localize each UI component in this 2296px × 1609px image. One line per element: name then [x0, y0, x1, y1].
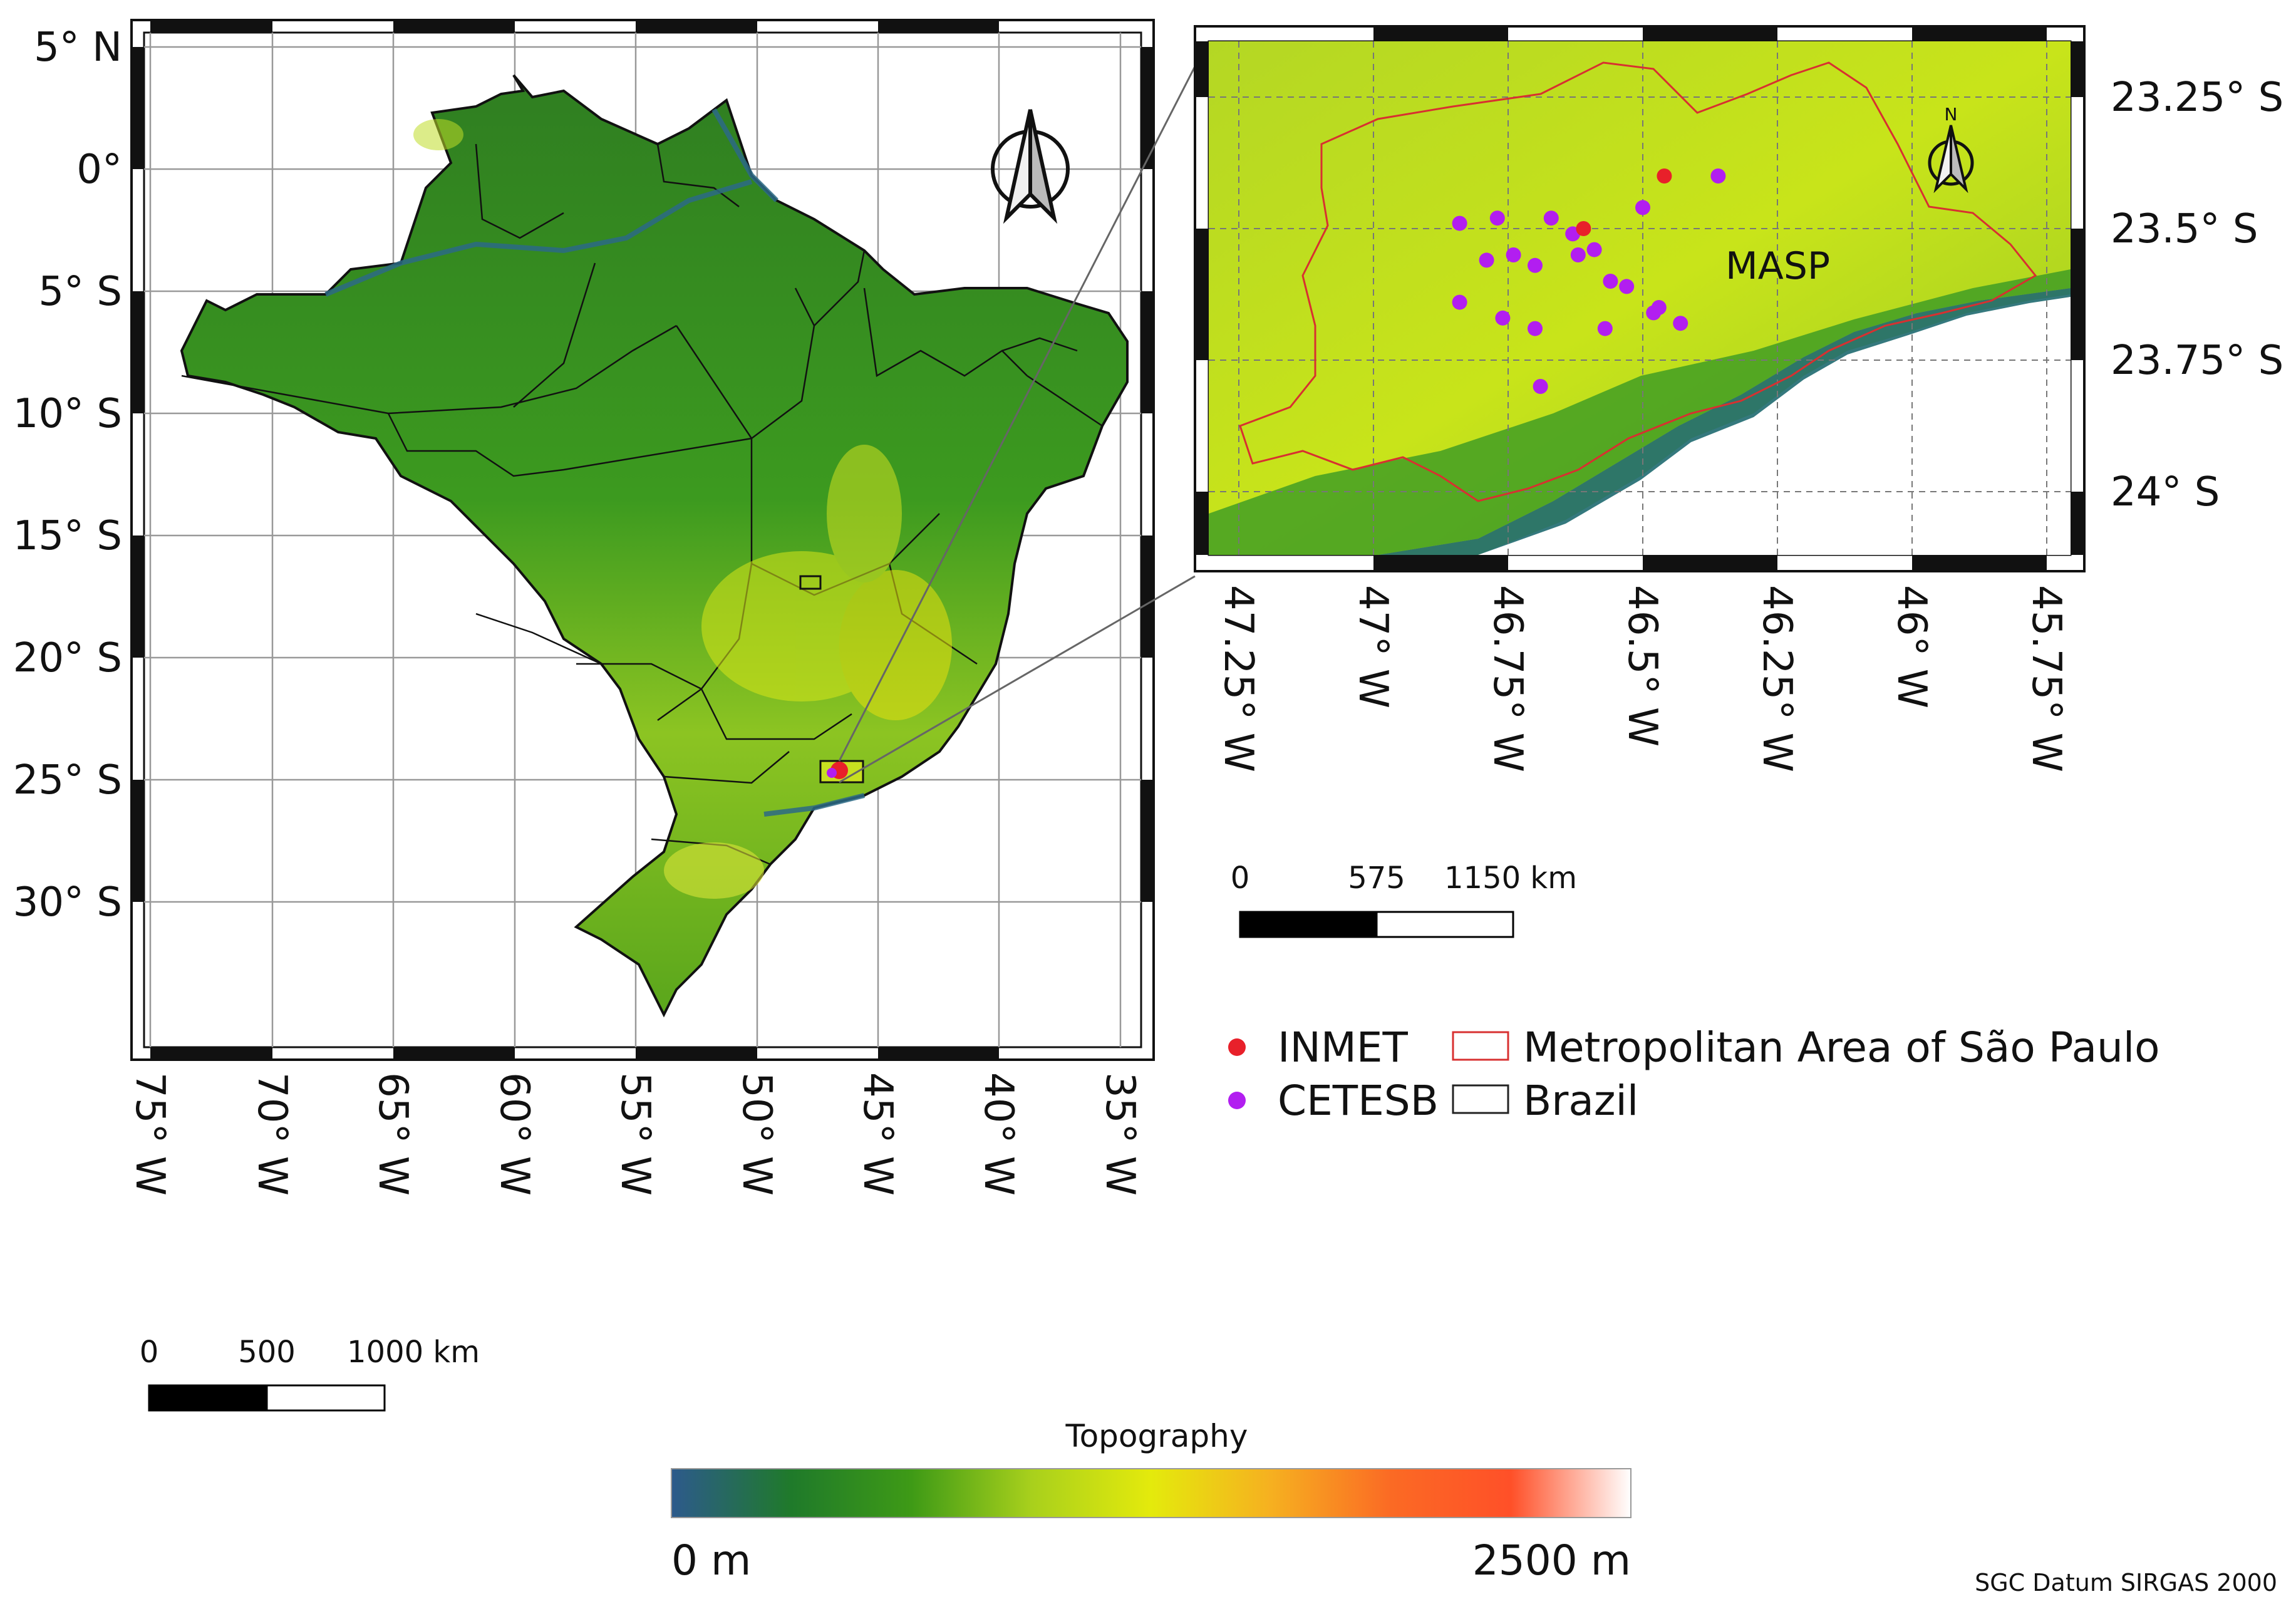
main-lon-label: 55° W — [612, 1072, 658, 1196]
main-map-border-ticks — [130, 19, 1155, 1061]
inset-stations — [1452, 168, 1726, 394]
main-lon-label: 35° W — [1097, 1072, 1143, 1196]
cetesb-station — [1533, 379, 1548, 394]
svg-text:1000 km: 1000 km — [347, 1335, 480, 1370]
main-lat-label: 10° S — [13, 391, 122, 437]
cetesb-station — [1635, 200, 1650, 215]
cetesb-station — [1646, 305, 1662, 321]
inset-region-label: MASP — [1725, 244, 1830, 288]
rivers — [324, 108, 865, 817]
main-lon-label: 50° W — [733, 1072, 780, 1196]
inmet-station — [1576, 221, 1591, 236]
main-lon-label: 70° W — [249, 1072, 295, 1196]
legend-cetesb-symbol — [1228, 1092, 1246, 1109]
cetesb-station — [1479, 252, 1494, 268]
cetesb-station — [1597, 321, 1613, 336]
colorbar-title: Topography — [1065, 1418, 1248, 1454]
main-lat-label: 5° N — [34, 24, 122, 71]
svg-text:575: 575 — [1348, 861, 1405, 896]
cetesb-station — [1673, 316, 1688, 331]
inset-lon-label: 47° W — [1350, 585, 1396, 708]
main-lon-label: 60° W — [491, 1072, 537, 1196]
datum-note: SGC Datum SIRGAS 2000 — [1975, 1569, 2277, 1596]
legend-masp-symbol — [1452, 1031, 1509, 1061]
main-lat-label: 0° — [76, 147, 122, 193]
inset-lat-labels: 23.25° S 23.5° S 23.75° S 24° S — [2111, 75, 2283, 515]
topography-colorbar: Topography 0 m 2500 m — [671, 1418, 1632, 1585]
inmet-station — [1657, 168, 1672, 184]
main-lat-label: 30° S — [13, 879, 122, 926]
svg-text:N: N — [1945, 104, 1958, 125]
north-arrow-icon — [991, 109, 1070, 224]
legend-brazil-label: Brazil — [1523, 1077, 1638, 1125]
inset-scale-bar: 0 575 1150 km — [1231, 861, 1577, 938]
svg-text:1150 km: 1150 km — [1444, 861, 1577, 896]
main-lon-labels: 75° W 70° W 65° W 60° W 55° W 50° W 45° W 40° W… — [127, 1072, 1143, 1196]
legend-masp-label: Metropolitan Area of São Paulo — [1523, 1023, 2160, 1072]
study-area-marker-cetesb — [827, 768, 837, 778]
cetesb-station — [1619, 279, 1635, 294]
svg-text:0: 0 — [140, 1335, 159, 1370]
main-map: 5° N 0° 5° S 10° S 15° S 20° S 25° S 30° S 75° … — [13, 19, 1155, 1196]
main-lat-label: 5° S — [38, 269, 122, 315]
inset-green-band — [1209, 269, 2071, 555]
legend-inmet-label: INMET — [1278, 1023, 1408, 1072]
inset-lon-label: 47.25° W — [1215, 585, 1261, 772]
colorbar-gradient — [671, 1468, 1632, 1518]
inset-lon-labels: 47.25° W 47° W 46.75° W 46.5° W 46.25° W 46° … — [1215, 585, 2069, 772]
colorbar-min-label: 0 m — [671, 1536, 751, 1585]
cetesb-station — [1452, 215, 1467, 231]
main-lat-labels: 5° N 0° 5° S 10° S 15° S 20° S 25° S 30° S — [13, 24, 122, 926]
cetesb-station — [1570, 247, 1586, 262]
legend-brazil-symbol — [1452, 1084, 1509, 1114]
main-lon-label: 45° W — [854, 1072, 901, 1196]
inset-coastal-lowland — [1378, 288, 2071, 555]
inset-lat-label: 23.5° S — [2111, 206, 2258, 252]
inset-north-arrow-icon: N — [1928, 104, 1974, 194]
legend: INMET CETESB Metropolitan Area of São Pa… — [1228, 1023, 2160, 1125]
federal-district — [799, 575, 822, 590]
svg-text:500: 500 — [238, 1335, 296, 1370]
cetesb-station — [1603, 274, 1618, 289]
inset-lon-label: 46.25° W — [1754, 585, 1800, 772]
cetesb-station — [1506, 247, 1521, 262]
main-lon-label: 65° W — [370, 1072, 416, 1196]
cetesb-station — [1528, 321, 1543, 336]
colorbar-max-label: 2500 m — [1472, 1536, 1631, 1585]
main-lon-label: 40° W — [975, 1072, 1021, 1196]
cetesb-station — [1528, 257, 1543, 273]
inset-graticule — [1209, 41, 2071, 555]
inset-lat-label: 24° S — [2111, 469, 2220, 515]
main-lon-label: 75° W — [127, 1072, 173, 1196]
cetesb-station — [1543, 210, 1559, 226]
cetesb-station — [1489, 210, 1505, 226]
legend-cetesb-label: CETESB — [1278, 1077, 1439, 1125]
legend-inmet-symbol — [1228, 1038, 1246, 1056]
masp-boundary — [1239, 61, 2037, 502]
inset-lon-label: 46.75° W — [1484, 585, 1531, 772]
inset-lon-label: 46° W — [1888, 585, 1935, 708]
cetesb-station — [1452, 294, 1467, 310]
main-lat-label: 15° S — [13, 513, 122, 559]
cetesb-station — [1710, 168, 1726, 184]
inset-map: MASP N 23.25° S 23.5° S 23.75° S 24° S 47.2… — [1194, 25, 2283, 772]
svg-text:0: 0 — [1231, 861, 1250, 896]
main-lat-label: 25° S — [13, 757, 122, 804]
main-scale-bar: 0 500 1000 km — [140, 1335, 480, 1412]
main-lat-label: 20° S — [13, 635, 122, 681]
inset-lat-label: 23.25° S — [2111, 75, 2283, 121]
inset-lat-label: 23.75° S — [2111, 338, 2283, 384]
cetesb-station — [1586, 242, 1602, 257]
inset-map-border-ticks — [1195, 26, 2084, 571]
inset-lon-label: 45.75° W — [2023, 585, 2069, 772]
inset-lon-label: 46.5° W — [1619, 585, 1665, 747]
brazil-territory — [180, 74, 1129, 1018]
inset-connectors — [838, 66, 1196, 784]
highland-shading — [413, 119, 952, 899]
cetesb-station — [1495, 310, 1511, 326]
